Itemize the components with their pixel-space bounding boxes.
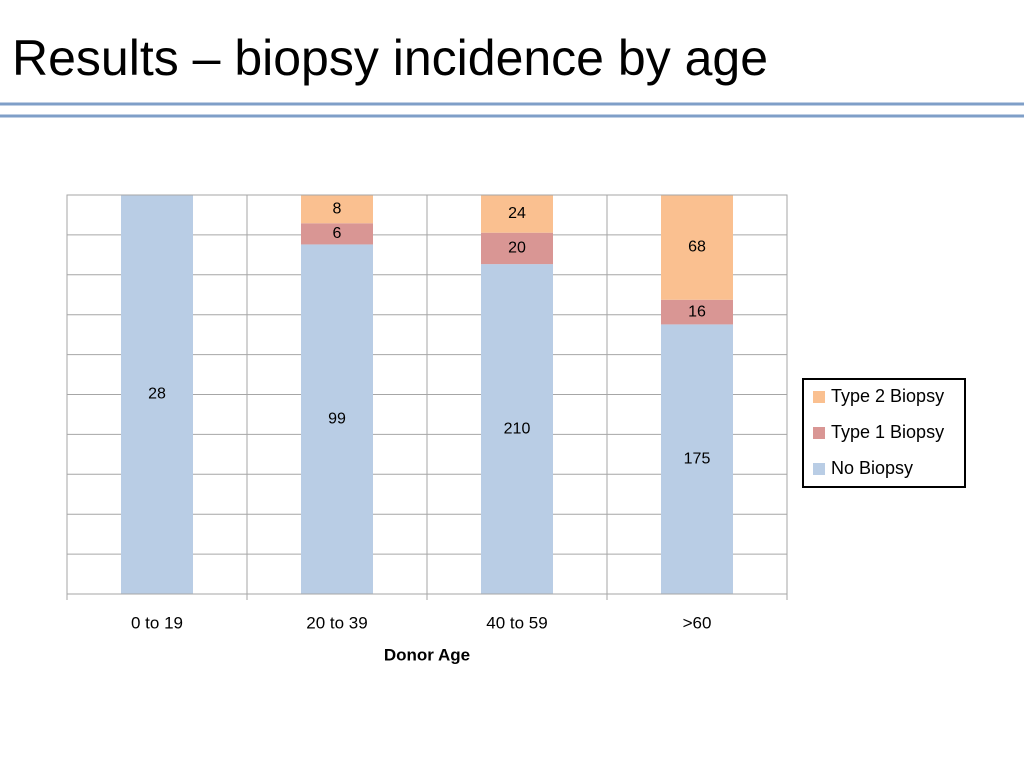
legend-swatch	[813, 391, 825, 403]
data-label: 8	[333, 200, 342, 217]
data-label: 68	[688, 239, 706, 256]
x-tick-label: 0 to 19	[131, 613, 183, 632]
data-label: 20	[508, 240, 526, 257]
legend-swatch	[813, 463, 825, 475]
data-label: 210	[504, 420, 531, 437]
bar-segment	[661, 324, 733, 594]
plot-frame	[66, 194, 788, 595]
bar-segment	[121, 195, 193, 594]
x-tick-label: >60	[683, 613, 712, 632]
data-label: 28	[148, 386, 166, 403]
data-label: 16	[688, 303, 706, 320]
legend-label: No Biopsy	[831, 458, 913, 478]
slide-title: Results – biopsy incidence by age	[12, 30, 768, 86]
x-tick-label: 40 to 59	[486, 613, 547, 632]
bar-segment	[301, 223, 373, 245]
data-label: 6	[333, 225, 342, 242]
x-axis-title: Donor Age	[384, 645, 470, 664]
bar-segment	[481, 195, 553, 233]
legend-swatch	[813, 427, 825, 439]
bar-segment	[661, 299, 733, 325]
data-label: 99	[328, 410, 346, 427]
legend-label: Type 2 Biopsy	[831, 386, 944, 406]
bar-segment	[301, 244, 373, 594]
legend-label: Type 1 Biopsy	[831, 422, 944, 442]
data-label: 175	[684, 450, 711, 467]
bar-segment	[481, 264, 553, 594]
bar-segment	[301, 195, 373, 224]
x-tick-label: 20 to 39	[306, 613, 367, 632]
bar-segment	[481, 232, 553, 265]
data-label: 24	[508, 205, 526, 222]
legend-box	[802, 378, 966, 488]
bar-segment	[661, 195, 733, 300]
